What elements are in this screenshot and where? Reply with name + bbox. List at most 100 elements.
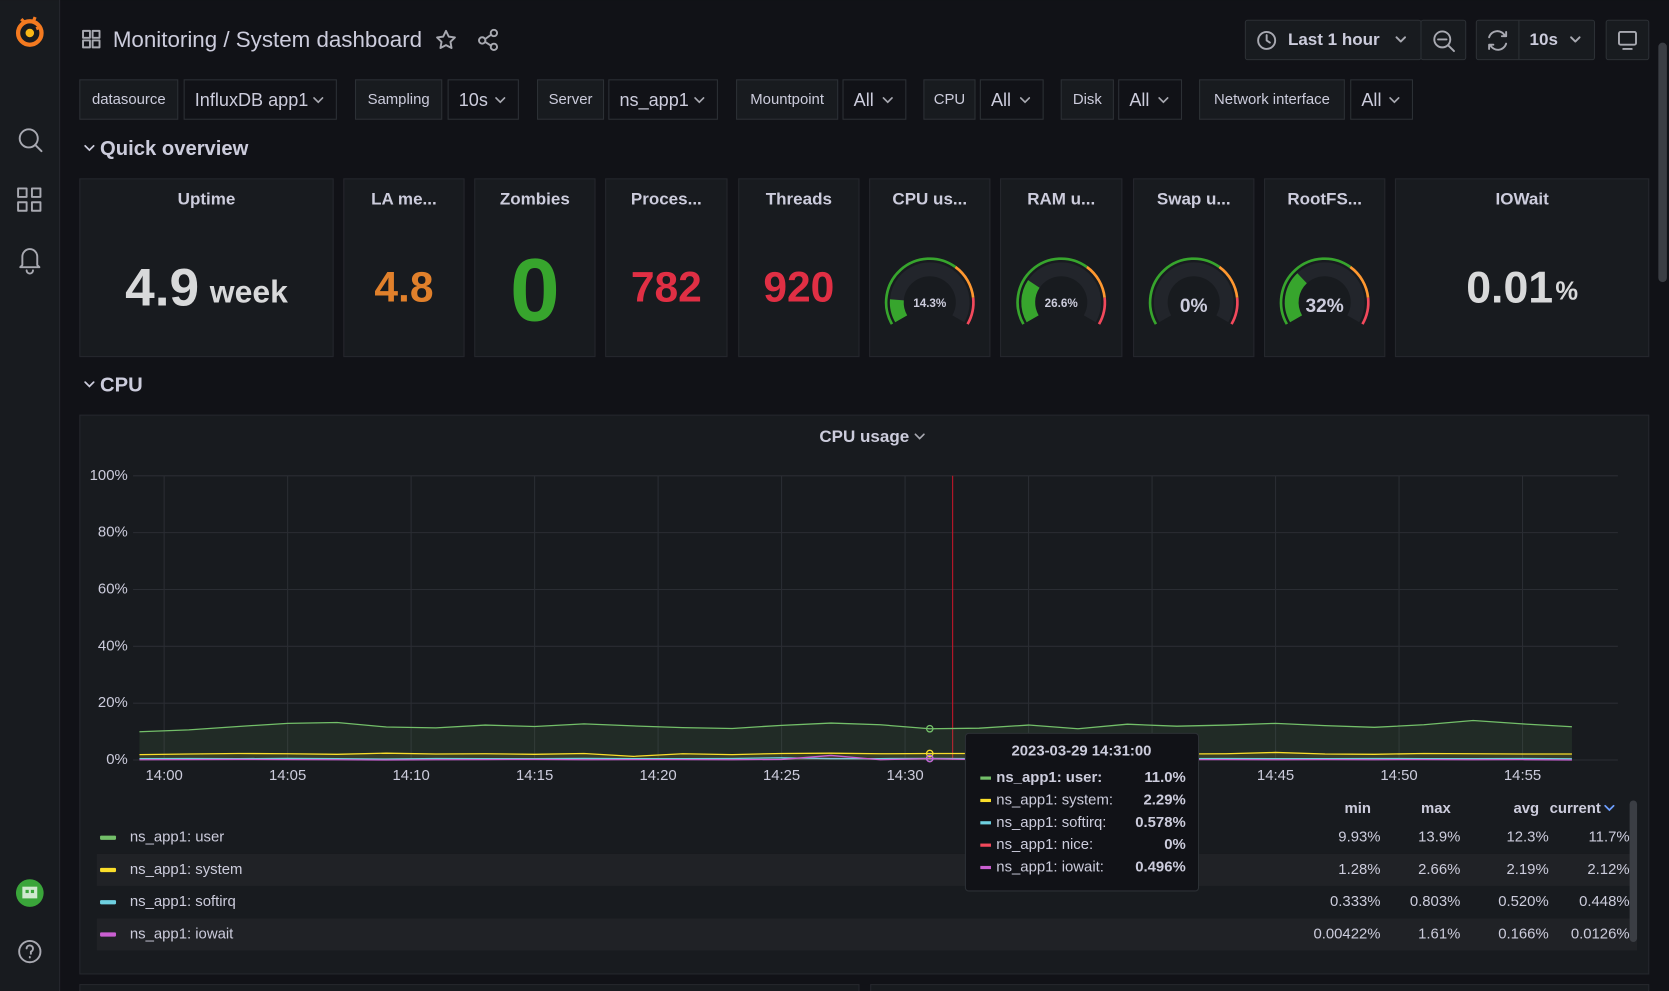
legend-stat: 11.7% — [1588, 830, 1629, 846]
variable-select[interactable] — [842, 79, 907, 120]
legend-name[interactable]: ns_app1: softirq — [130, 894, 236, 910]
time-range: Last 1 hour — [1288, 30, 1380, 49]
legend-stat: 12.3% — [1506, 830, 1548, 846]
chevron — [1158, 97, 1169, 104]
share-icon[interactable] — [478, 28, 499, 52]
legend-stat: 2.12% — [1587, 862, 1629, 878]
search-icon[interactable] — [18, 128, 43, 153]
gauge-value — [1284, 273, 1308, 323]
chevron — [694, 97, 705, 104]
series-area — [139, 720, 1572, 761]
chevron — [1570, 36, 1581, 43]
legend-stat: 2.19% — [1506, 862, 1548, 878]
series-line — [139, 751, 1572, 758]
panel-title: Swap u... — [1157, 190, 1231, 209]
legend-name[interactable]: ns_app1: system — [130, 862, 243, 878]
legend-stat: 1.61% — [1418, 926, 1460, 942]
x-tick-label: 14:25 — [763, 768, 800, 784]
legend-scrollbar[interactable] — [1629, 800, 1638, 943]
alerting-icon[interactable] — [19, 248, 41, 275]
tooltip-swatch — [980, 865, 991, 870]
variable-label: CPU — [934, 92, 965, 108]
panel-title: LA me... — [371, 190, 437, 209]
refresh-interval: 10s — [1530, 30, 1558, 49]
legend-row-bg — [96, 918, 1638, 951]
chevron — [313, 97, 324, 104]
chevron — [1389, 97, 1400, 104]
panel-title: CPU us... — [892, 190, 967, 209]
variable-select[interactable] — [447, 79, 519, 120]
panel-title: Uptime — [178, 190, 236, 209]
legend-stat: 0.00422% — [1313, 926, 1380, 942]
variable-label: Disk — [1073, 92, 1103, 108]
variable-value: All — [991, 90, 1011, 110]
hover-point — [925, 754, 934, 763]
panel-title: Threads — [766, 190, 832, 209]
variable-select[interactable] — [183, 79, 337, 120]
variable-select[interactable] — [979, 79, 1044, 120]
stat-number: 920 — [763, 263, 834, 311]
tooltip-name: ns_app1: softirq: — [996, 815, 1106, 831]
help-icon[interactable] — [18, 939, 42, 964]
gauge-track — [1153, 262, 1234, 323]
legend-swatch — [100, 867, 117, 873]
y-tick-label: 20% — [98, 695, 128, 711]
star-icon[interactable] — [436, 29, 456, 49]
variable-select[interactable] — [1118, 79, 1183, 120]
chart-title[interactable]: CPU usage — [819, 427, 909, 446]
tooltip-swatch — [980, 821, 991, 825]
grafana-logo[interactable] — [15, 16, 44, 47]
gauge-threshold — [1086, 265, 1106, 298]
gauge-threshold — [1148, 257, 1221, 325]
tooltip-time: 2023-03-29 14:31:00 — [1011, 743, 1151, 759]
legend-column-header[interactable]: max — [1421, 801, 1452, 817]
legend-stat: 0.803% — [1410, 894, 1461, 910]
legend-name[interactable]: ns_app1: user — [130, 830, 224, 846]
chevron — [495, 97, 506, 104]
panel — [79, 414, 1650, 975]
dashboard-title: Monitoring / System dashboard — [113, 27, 422, 52]
series-line — [139, 719, 1572, 733]
variable-value: All — [1129, 90, 1149, 110]
gauge-label: 32% — [1306, 296, 1344, 317]
row-title[interactable]: CPU — [100, 374, 143, 396]
x-tick-label: 14:10 — [392, 768, 429, 784]
legend-stat: 0.0126% — [1571, 926, 1630, 942]
refresh-picker[interactable] — [1475, 19, 1596, 61]
legend-swatch — [100, 835, 117, 840]
refresh-icon — [1488, 30, 1508, 51]
panel-title: RAM u... — [1027, 190, 1095, 209]
legend-stat: 1.28% — [1338, 862, 1380, 878]
panel — [738, 178, 860, 358]
variable-select[interactable] — [1350, 79, 1414, 120]
kiosk-button[interactable] — [1605, 19, 1650, 61]
dashboards-icon[interactable] — [17, 187, 42, 212]
user-avatar[interactable] — [15, 879, 44, 907]
dashboard-grid-icon — [82, 29, 101, 49]
variable-label: Sampling — [368, 92, 430, 108]
tooltip-name: ns_app1: system: — [996, 792, 1113, 808]
legend-swatch — [100, 900, 117, 905]
legend-column-header[interactable]: current — [1550, 801, 1601, 817]
variable-label-box — [79, 79, 179, 120]
y-tick-label: 100% — [90, 468, 128, 484]
legend-column-header[interactable]: avg — [1513, 801, 1539, 817]
legend-column-header[interactable]: min — [1344, 801, 1370, 817]
variable-value: 10s — [459, 90, 488, 110]
gauge-threshold — [966, 297, 975, 325]
gauge-threshold — [884, 257, 957, 325]
chevron — [1019, 97, 1031, 104]
clock-icon — [1257, 30, 1277, 50]
variable-select[interactable] — [608, 79, 718, 120]
legend-name[interactable]: ns_app1: iowait — [130, 926, 234, 942]
row-title[interactable]: Quick overview — [100, 138, 249, 160]
panel — [474, 178, 596, 358]
tooltip-swatch — [980, 798, 991, 803]
variable-label-box — [536, 79, 605, 120]
page-scrollbar[interactable] — [1658, 42, 1667, 283]
series-line — [139, 757, 1572, 760]
y-tick-label: 80% — [98, 525, 128, 541]
legend-stat: 0.520% — [1498, 894, 1549, 910]
hover-point — [925, 749, 934, 758]
